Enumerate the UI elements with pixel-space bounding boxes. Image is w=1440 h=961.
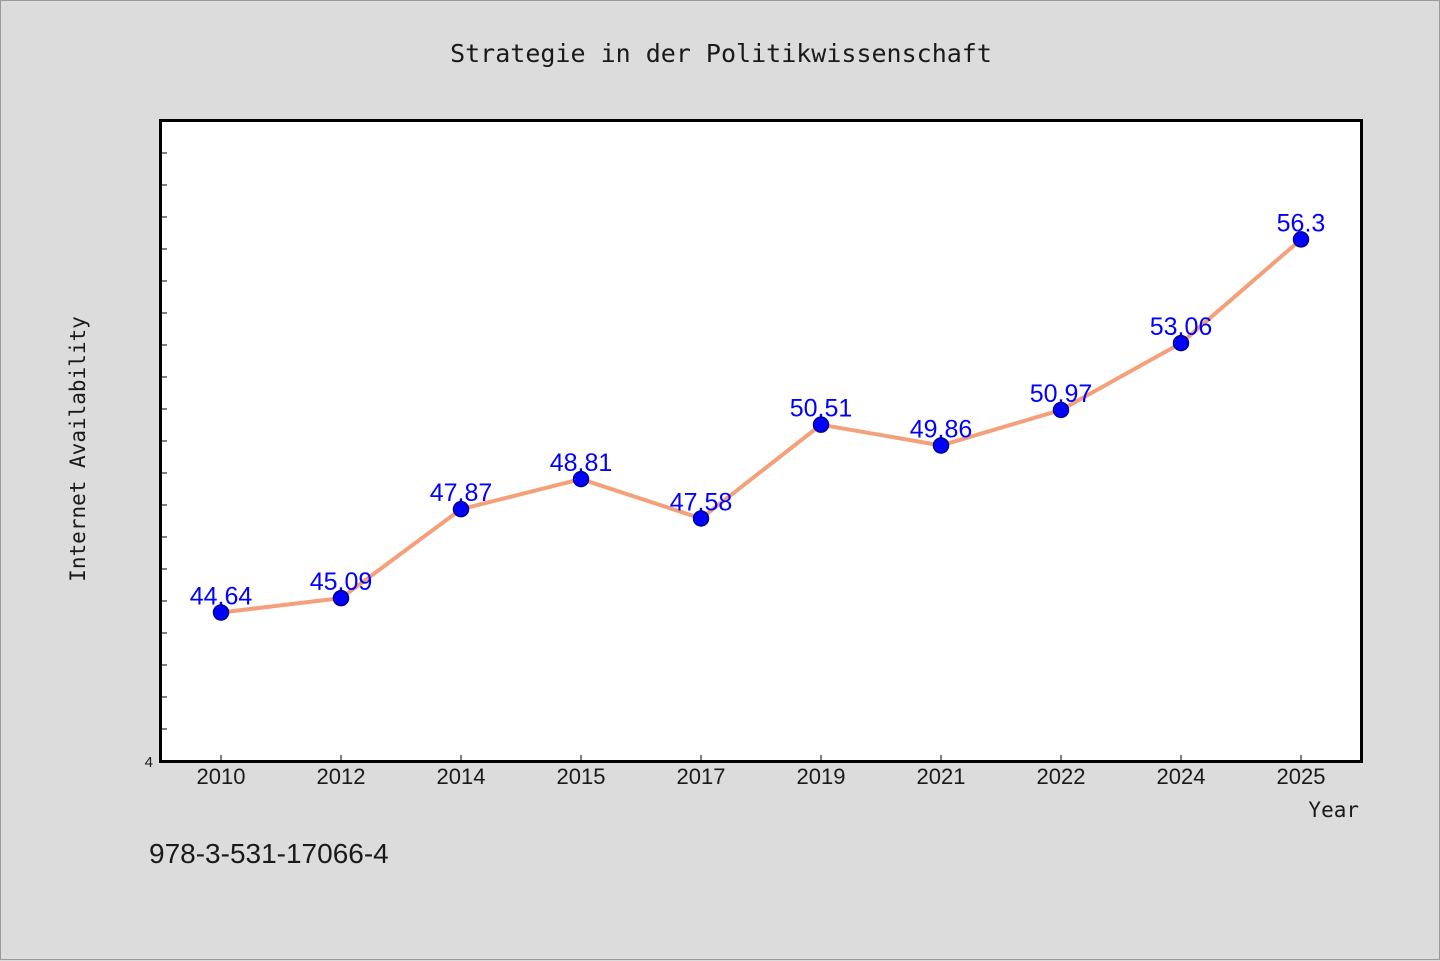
isbn-footer: 978-3-531-17066-4 xyxy=(149,838,389,869)
data-point xyxy=(452,500,470,518)
y-axis-label: Internet Availability xyxy=(66,316,90,582)
x-tick-label: 2024 xyxy=(1157,764,1206,789)
data-point xyxy=(692,510,710,527)
data-point xyxy=(812,416,830,433)
x-tick-label: 2014 xyxy=(437,764,486,789)
x-tick-label: 2010 xyxy=(197,764,246,789)
data-point xyxy=(572,470,590,488)
data-label: 50.97 xyxy=(1030,380,1093,408)
data-label: 45.09 xyxy=(310,568,373,596)
x-tick-label: 2019 xyxy=(797,764,846,789)
data-label: 56.3 xyxy=(1277,209,1326,237)
x-tick-label: 2022 xyxy=(1037,764,1086,789)
x-tick-label: 2012 xyxy=(317,764,366,789)
data-label: 53.06 xyxy=(1150,313,1213,341)
x-axis-ticks: 2010 2012 2014 2015 2017 2019 2021 2022 2024 2025 xyxy=(197,755,1326,789)
x-tick-label: 2025 xyxy=(1277,764,1326,789)
series-line xyxy=(219,237,1303,615)
data-point xyxy=(332,589,350,607)
chart-title: Strategie in der Politikwissenschaft xyxy=(450,39,992,68)
data-label: 47.58 xyxy=(670,488,733,516)
data-point xyxy=(1052,401,1070,419)
y-tick-label: 4 xyxy=(145,754,153,771)
y-axis-ticks xyxy=(161,120,167,762)
data-point xyxy=(212,604,230,621)
series-group: 44.64 45.09 47.87 48.81 47.58 50.51 49.86 50.97… xyxy=(190,209,1326,621)
data-point xyxy=(1172,334,1190,352)
data-label: 50.51 xyxy=(790,395,853,423)
data-label: 48.81 xyxy=(550,449,613,477)
plot-area xyxy=(159,119,1363,763)
data-label: 49.86 xyxy=(910,415,973,443)
data-point xyxy=(1292,231,1310,248)
data-point xyxy=(932,437,950,454)
data-label: 47.87 xyxy=(430,479,493,507)
x-tick-label: 2015 xyxy=(557,764,606,789)
x-tick-label: 2021 xyxy=(917,764,966,789)
x-axis-label: Year xyxy=(1308,798,1359,822)
x-tick-label: 2017 xyxy=(677,764,726,789)
data-label: 44.64 xyxy=(190,583,253,611)
